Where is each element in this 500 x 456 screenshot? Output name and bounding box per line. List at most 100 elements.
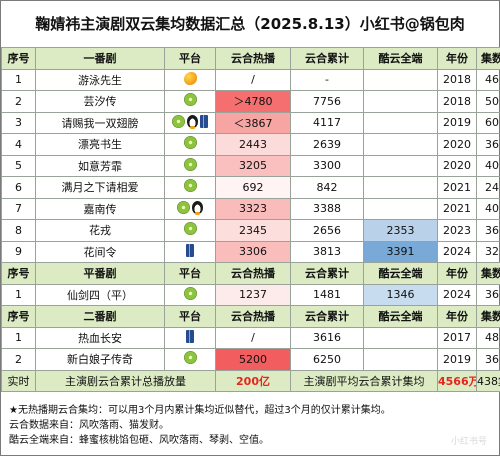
hot-value: 3306 — [215, 240, 291, 263]
kiwi-icon — [183, 351, 197, 365]
platform-icons — [183, 351, 197, 365]
platform-icons — [186, 329, 194, 343]
table-row: 1 仙剑四（平） 1237 1481 1346 2024 36 — [1, 283, 500, 306]
summary-label: 实时 — [1, 369, 36, 392]
penguin-icon — [187, 114, 198, 129]
episodes-value: 48 — [476, 326, 500, 349]
penguin-icon — [192, 200, 203, 215]
total-value: 3616 — [290, 326, 364, 349]
header-total: 云合累计 — [290, 305, 364, 328]
total-value: 3300 — [290, 154, 364, 177]
drama-name: 如意芳霏 — [35, 154, 165, 177]
ku-value — [363, 326, 438, 349]
episodes-value: 36 — [476, 133, 500, 156]
header-ku: 酷云全端 — [363, 262, 438, 285]
year-value: 2019 — [437, 111, 477, 134]
drama-name: 花戎 — [35, 219, 165, 242]
page-title: 鞠婧祎主演剧双云集均数据汇总（2025.8.13）小红书@锅包肉 — [1, 1, 499, 47]
platform-icons — [172, 114, 208, 129]
platform-cell — [164, 219, 216, 242]
year-value: 2021 — [437, 197, 477, 220]
platform-cell — [164, 111, 216, 134]
hot-value: 5200 — [215, 348, 291, 371]
header-idx: 序号 — [1, 305, 36, 328]
drama-name: 新白娘子传奇 — [35, 348, 165, 371]
table-row: 7 嘉南传 3323 3388 2021 40 — [1, 197, 500, 220]
group-header-row: 序号平番剧平台云合热播云合累计酷云全端年份集数 — [1, 262, 500, 285]
year-value: 2020 — [437, 133, 477, 156]
platform-cell — [164, 283, 216, 306]
kiwi-icon — [172, 114, 185, 128]
drama-name: 漂亮书生 — [35, 133, 165, 156]
table-row: 2 芸汐传 ＞4780 7756 2018 50 — [1, 90, 500, 113]
row-idx: 2 — [1, 348, 36, 371]
ku-value — [363, 154, 438, 177]
header-platform: 平台 — [164, 47, 216, 70]
ku-value — [363, 111, 438, 134]
row-idx: 9 — [1, 240, 36, 263]
header-group-name: 平番剧 — [35, 262, 165, 285]
header-episodes: 集数 — [476, 47, 500, 70]
platform-icons — [183, 286, 197, 300]
table-row: 1 热血长安 /3616 2017 48 — [1, 326, 500, 349]
row-idx: 1 — [1, 283, 36, 306]
summary-right-text: 主演剧平均云合累计集均 — [290, 369, 438, 392]
hot-value: / — [215, 326, 291, 349]
drama-name: 嘉南传 — [35, 197, 165, 220]
episodes-value: 40 — [476, 154, 500, 177]
header-platform: 平台 — [164, 262, 216, 285]
episodes-value: 50 — [476, 90, 500, 113]
ku-value — [363, 197, 438, 220]
header-group-name: 二番剧 — [35, 305, 165, 328]
header-total: 云合累计 — [290, 262, 364, 285]
platform-cell — [164, 326, 216, 349]
ku-value — [363, 176, 438, 199]
platform-icons — [183, 136, 197, 150]
hot-value: 1237 — [215, 283, 291, 306]
ku-value — [363, 133, 438, 156]
header-total: 云合累计 — [290, 47, 364, 70]
platform-icons — [183, 157, 197, 171]
year-value: 2024 — [437, 240, 477, 263]
header-hot: 云合热播 — [215, 305, 291, 328]
drama-name: 请赐我一双翅膀 — [35, 111, 165, 134]
row-idx: 5 — [1, 154, 36, 177]
table-row: 5 如意芳霏 3205 3300 2020 40 — [1, 154, 500, 177]
row-idx: 1 — [1, 68, 36, 91]
total-value: 2656 — [290, 219, 364, 242]
header-ku: 酷云全端 — [363, 47, 438, 70]
note-line: 酷云全端来自：蜂蜜核桃馅包砸、风吹落雨、琴剥、空值。 — [9, 435, 269, 446]
ku-value: 1346 — [363, 283, 438, 306]
kiwi-icon — [183, 136, 197, 150]
hot-value: / — [215, 68, 291, 91]
group-header-row: 序号一番剧平台云合热播云合累计酷云全端年份集数 — [1, 47, 500, 70]
hot-value: ＞4780 — [215, 90, 291, 113]
kiwi-icon — [183, 286, 197, 300]
total-value: 842 — [290, 176, 364, 199]
note-line: 云合数据来自：风吹落雨、猫发财。 — [9, 420, 169, 431]
header-year: 年份 — [437, 47, 477, 70]
row-idx: 3 — [1, 111, 36, 134]
hot-value: 692 — [215, 176, 291, 199]
drama-name: 热血长安 — [35, 326, 165, 349]
kiwi-icon — [183, 93, 197, 107]
drama-name: 芸汐传 — [35, 90, 165, 113]
header-idx: 序号 — [1, 262, 36, 285]
row-idx: 8 — [1, 219, 36, 242]
watermark: 小红书号 — [450, 437, 487, 447]
total-value: 4117 — [290, 111, 364, 134]
header-ku: 酷云全端 — [363, 305, 438, 328]
mango-icon — [183, 71, 197, 85]
data-table: 序号一番剧平台云合热播云合累计酷云全端年份集数1游泳先生/-2018462芸汐传… — [1, 47, 500, 392]
drama-name: 满月之下请相爱 — [35, 176, 165, 199]
hot-value: 2345 — [215, 219, 291, 242]
header-hot: 云合热播 — [215, 47, 291, 70]
year-value: 2023 — [437, 219, 477, 242]
ku-value — [363, 68, 438, 91]
hot-value: 3323 — [215, 197, 291, 220]
platform-cell — [164, 197, 216, 220]
row-idx: 2 — [1, 90, 36, 113]
table-row: 2 新白娘子传奇 5200 6250 2019 36 — [1, 348, 500, 371]
total-value: - — [290, 68, 364, 91]
